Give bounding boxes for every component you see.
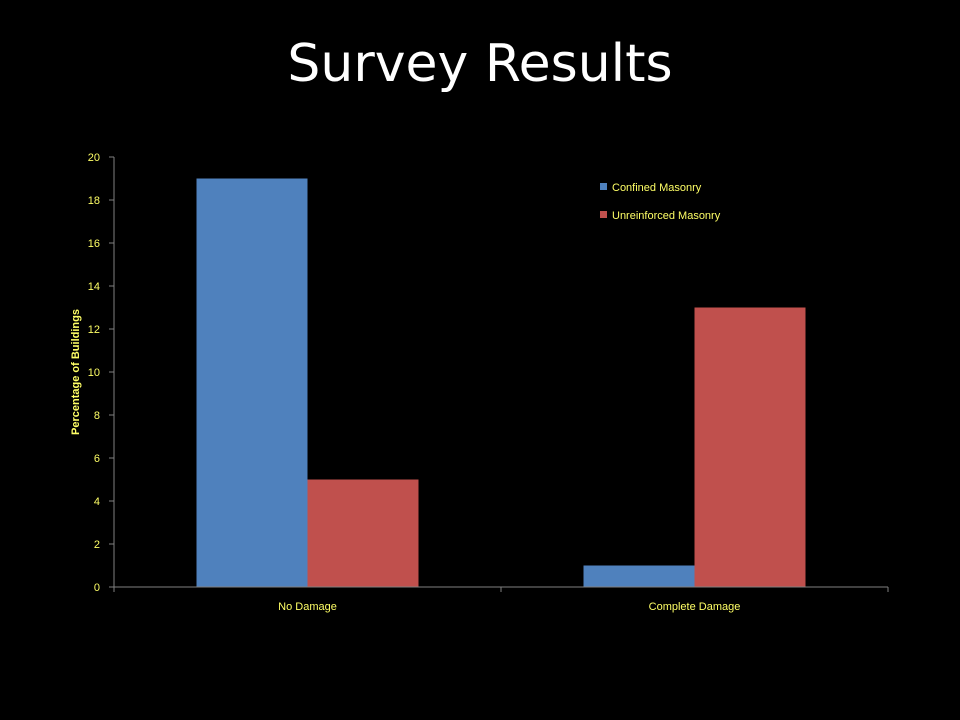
legend-label: Unreinforced Masonry — [612, 210, 721, 222]
bar-unreinforced-masonry-complete-damage — [694, 307, 806, 587]
legend-swatch-unreinforced-masonry — [600, 211, 607, 218]
legend-label: Confined Masonry — [612, 182, 702, 194]
legend: Confined Masonry Unreinforced Masonry — [600, 182, 721, 222]
x-tick-label: No Damage — [278, 601, 337, 613]
y-tick-label: 0 — [94, 582, 100, 594]
slide-title: Survey Results — [287, 34, 673, 94]
y-tick-label: 4 — [94, 496, 100, 508]
y-tick-label: 6 — [94, 453, 100, 465]
y-axis-label: Percentage of Buildings — [70, 309, 82, 435]
bar-confined-masonry-complete-damage — [583, 565, 695, 587]
legend-swatch-confined-masonry — [600, 183, 607, 190]
y-tick-label: 18 — [88, 195, 100, 207]
bar-unreinforced-masonry-no-damage — [307, 479, 419, 587]
y-tick-label: 12 — [88, 324, 100, 336]
y-tick-label: 10 — [88, 367, 100, 379]
bar-confined-masonry-no-damage — [196, 178, 308, 587]
y-tick-label: 2 — [94, 539, 100, 551]
y-tick-label: 16 — [88, 238, 100, 250]
axes-layer: No Damage Complete Damage 0 2 4 6 8 10 12 14 16 18 2… — [70, 152, 889, 613]
x-tick-label: Complete Damage — [649, 601, 741, 613]
y-tick-label: 8 — [94, 410, 100, 422]
y-tick-label: 20 — [88, 152, 100, 164]
y-tick-label: 14 — [88, 281, 100, 293]
bars-layer — [196, 178, 806, 587]
